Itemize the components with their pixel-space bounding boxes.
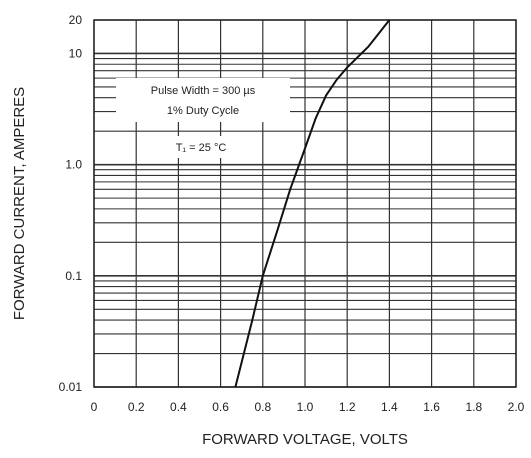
x-tick-label: 0 (91, 400, 98, 414)
grid (93, 19, 517, 388)
annotation-duty-cycle: 1% Duty Cycle (167, 105, 239, 117)
x-tick-label: 1.6 (423, 400, 440, 414)
x-tick-label: 0.6 (212, 400, 229, 414)
annotation-box (154, 136, 248, 158)
x-tick-labels: 0 0.2 0.4 0.6 0.8 1.0 1.2 1.4 1.6 1.8 2.0 (91, 400, 525, 414)
y-tick-labels: 0.01 0.1 1.0 10 20 (59, 13, 83, 394)
forward-current-curve (234, 19, 391, 388)
y-tick-label: 0.01 (59, 380, 83, 394)
x-tick-label: 1.4 (381, 400, 398, 414)
annotation-pulse-width: Pulse Width = 300 µs (151, 85, 256, 97)
x-tick-label: 2.0 (508, 400, 525, 414)
y-tick-label: 1.0 (65, 158, 82, 172)
x-axis-title: FORWARD VOLTAGE, VOLTS (202, 431, 408, 448)
y-tick-label: 0.1 (65, 269, 82, 283)
plot-frame (93, 19, 517, 388)
x-tick-label: 1.2 (339, 400, 356, 414)
x-tick-label: 0.2 (128, 400, 145, 414)
y-axis-title: FORWARD CURRENT, AMPERES (11, 87, 28, 320)
x-tick-label: 0.8 (254, 400, 271, 414)
x-tick-label: 1.8 (465, 400, 482, 414)
conditions-annotation: Pulse Width = 300 µs 1% Duty Cycle T₁ = … (116, 78, 290, 158)
annotation-box (116, 78, 290, 122)
x-tick-label: 0.4 (170, 400, 187, 414)
y-tick-label: 20 (69, 13, 83, 27)
annotation-temperature: T₁ = 25 °C (176, 142, 227, 154)
y-tick-label: 10 (69, 46, 83, 60)
x-tick-label: 1.0 (297, 400, 314, 414)
